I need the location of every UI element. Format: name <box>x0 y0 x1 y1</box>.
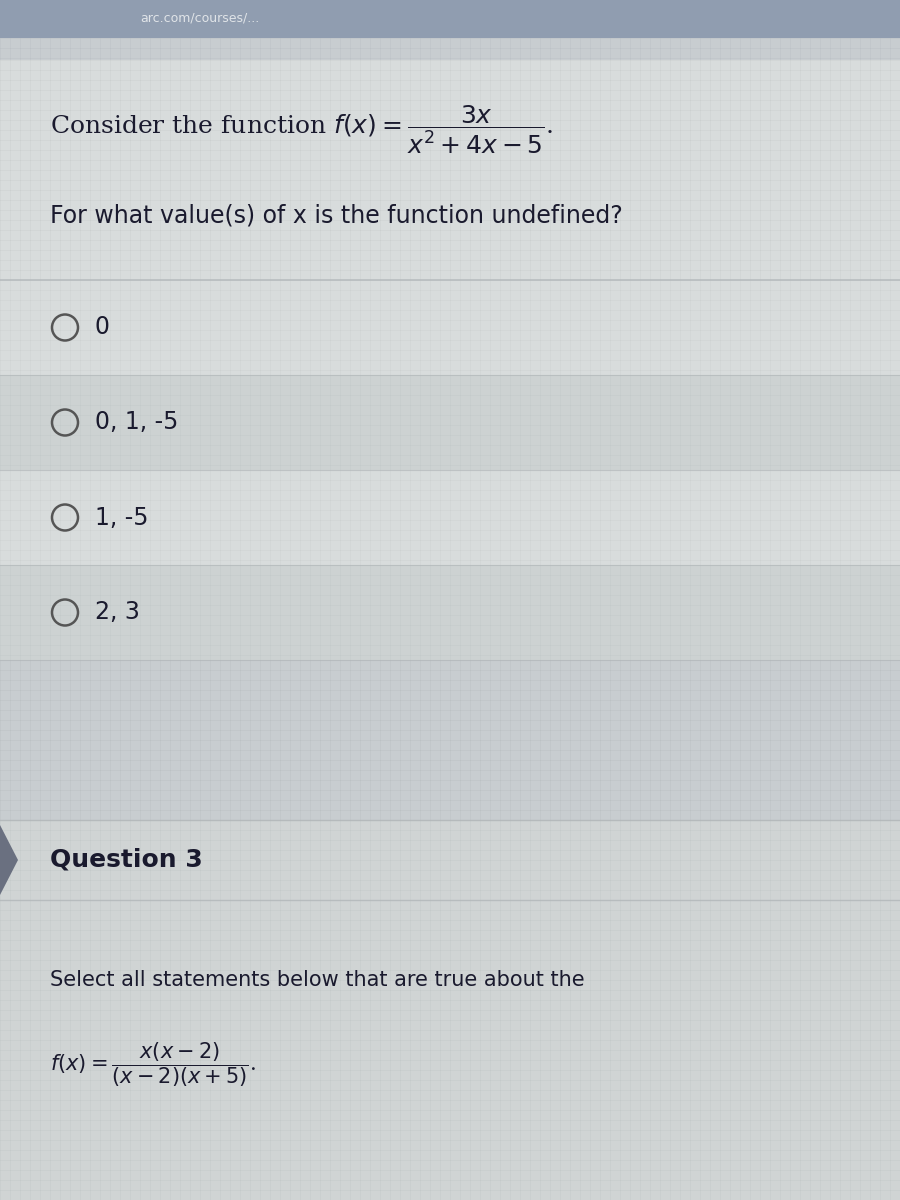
Text: $f(x) = \dfrac{x(x-2)}{(x-2)(x+5)}$.: $f(x) = \dfrac{x(x-2)}{(x-2)(x+5)}$. <box>50 1040 256 1090</box>
Text: For what value(s) of x is the function undefined?: For what value(s) of x is the function u… <box>50 203 623 227</box>
Text: Select all statements below that are true about the: Select all statements below that are tru… <box>50 970 585 990</box>
Bar <box>0 660 900 820</box>
Text: arc.com/courses/...: arc.com/courses/... <box>140 12 259 24</box>
Bar <box>0 60 900 760</box>
Bar <box>0 565 900 660</box>
Text: 0, 1, -5: 0, 1, -5 <box>95 410 178 434</box>
Text: Consider the function $f(x) = \dfrac{3x}{x^2+4x-5}$.: Consider the function $f(x) = \dfrac{3x}… <box>50 104 554 156</box>
Text: 0: 0 <box>95 316 110 340</box>
Bar <box>0 0 900 38</box>
Bar <box>0 470 900 565</box>
Polygon shape <box>0 826 18 895</box>
Bar <box>0 280 900 374</box>
Bar <box>0 820 900 1200</box>
Text: Question 3: Question 3 <box>50 848 203 872</box>
Bar <box>0 374 900 470</box>
Text: 1, -5: 1, -5 <box>95 505 148 529</box>
Text: 2, 3: 2, 3 <box>95 600 140 624</box>
